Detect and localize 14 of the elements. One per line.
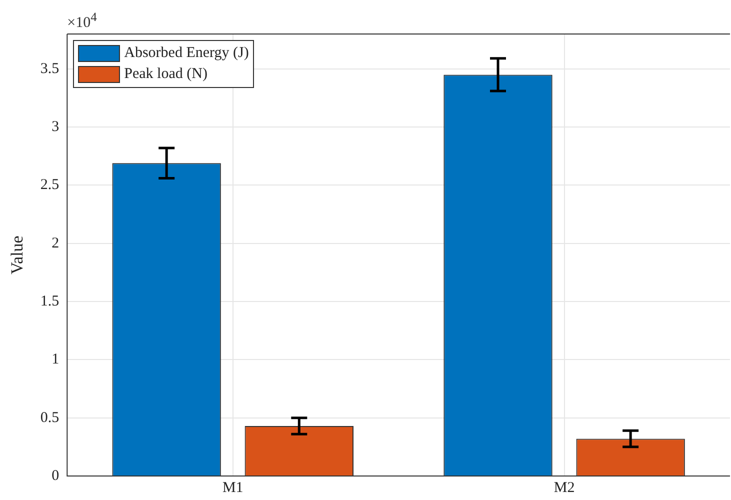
y-tick-label: 2 xyxy=(52,235,60,252)
y-tick-label: 1.5 xyxy=(40,293,60,310)
legend-label: Absorbed Energy (J) xyxy=(124,45,249,62)
y-tick-label: 3.5 xyxy=(40,60,60,77)
y-tick-label: 0.5 xyxy=(40,410,60,426)
y-tick-label: 1 xyxy=(52,352,60,368)
y-tick-label: 0 xyxy=(52,468,60,484)
legend-label: Peak load (N) xyxy=(124,66,208,83)
y-tick-label: 3 xyxy=(52,118,60,135)
x-tick-label: M1 xyxy=(222,480,244,496)
text: ×10$^{4}$ xyxy=(67,10,97,32)
y-tick-label: 2.5 xyxy=(40,177,60,194)
x-tick-label: M2 xyxy=(554,480,575,496)
y-axis-title: Value xyxy=(8,236,27,274)
